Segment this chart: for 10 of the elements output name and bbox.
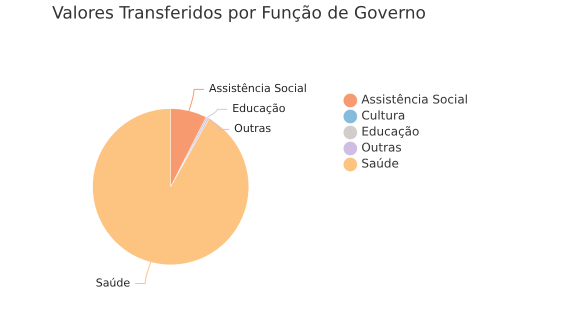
legend-label: Educação bbox=[361, 124, 420, 139]
legend-label: Cultura bbox=[361, 108, 406, 123]
chart-title: Valores Transferidos por Função de Governo bbox=[52, 4, 426, 24]
legend-label: Outras bbox=[361, 140, 402, 155]
slice-label: Saúde bbox=[96, 276, 130, 290]
slice-label: Assistência Social bbox=[209, 82, 307, 96]
slice-label: Outras bbox=[234, 122, 272, 136]
legend-label: Saúde bbox=[361, 156, 399, 171]
slice-label: Educação bbox=[232, 102, 286, 116]
legend-label: Assistência Social bbox=[361, 92, 468, 107]
